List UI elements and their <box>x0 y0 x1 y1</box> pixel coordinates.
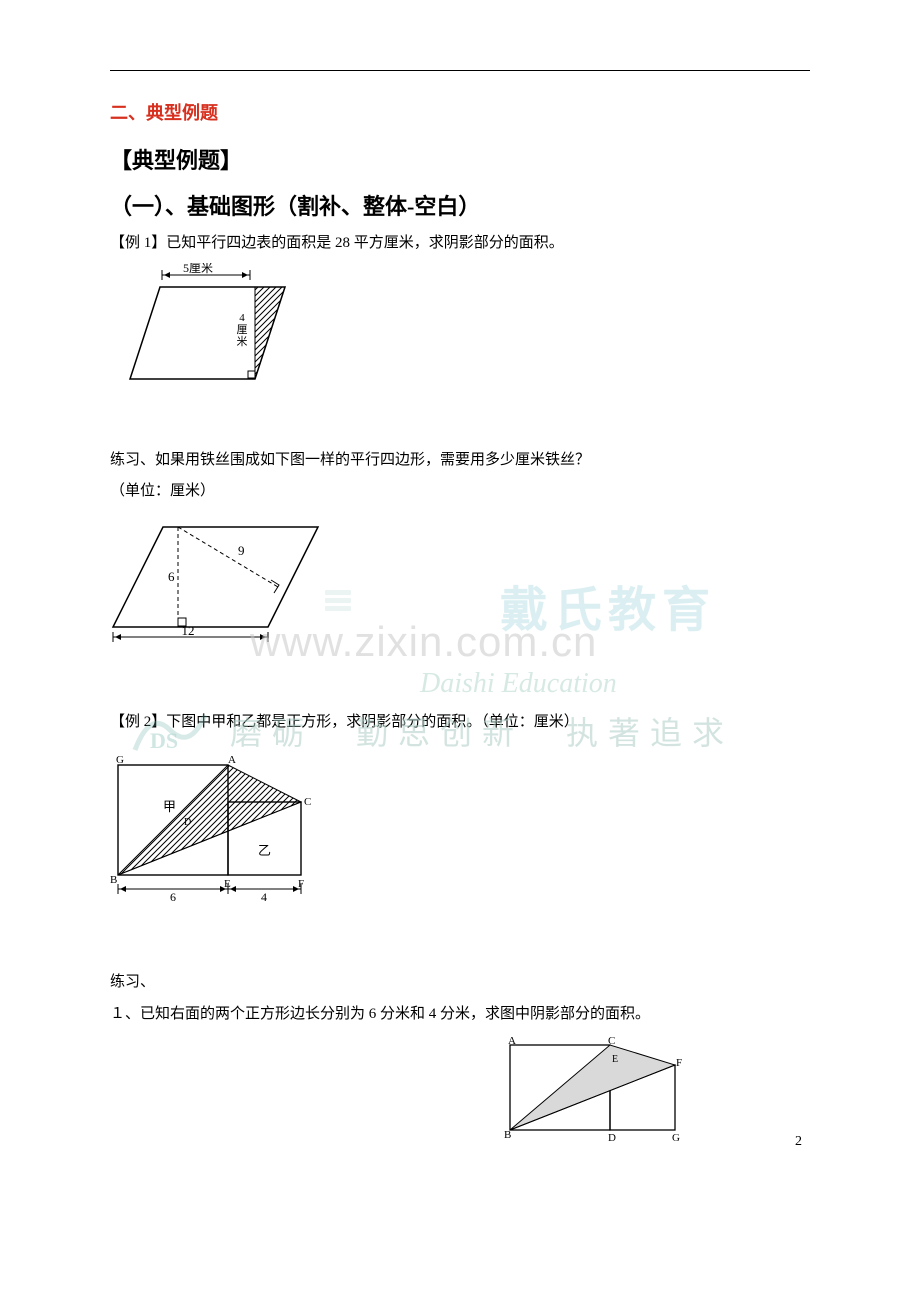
page-number: 2 <box>795 1134 802 1150</box>
practice-2-figure: A C E F B D G <box>500 1035 700 1150</box>
b12-label: 12 <box>182 623 195 638</box>
practice-2-heading: 练习、 <box>110 970 810 996</box>
svg-text:G: G <box>672 1132 680 1144</box>
example-1-text: 【例 1】已知平行四边表的面积是 28 平方厘米，求阴影部分的面积。 <box>110 231 810 257</box>
svg-text:A: A <box>228 755 236 766</box>
two-squares2-icon: A C E F B D G <box>500 1035 700 1145</box>
svg-text:B: B <box>110 874 117 886</box>
svg-text:F: F <box>676 1057 682 1069</box>
heading-bracket: 【典型例题】 <box>110 143 810 175</box>
svg-text:D: D <box>608 1132 616 1144</box>
svg-text:C: C <box>304 796 311 808</box>
dim6-label: 6 <box>170 890 176 904</box>
h4-label: 4 <box>239 312 245 324</box>
dim4-label: 4 <box>261 890 267 904</box>
svg-text:G: G <box>116 755 124 766</box>
example-2-text: 【例 2】下图中甲和乙都是正方形，求阴影部分的面积。（单位：厘米） <box>110 710 810 736</box>
practice-1-figure: 6 9 12 <box>108 517 810 652</box>
big-square-label: 甲 <box>163 799 176 814</box>
h6-label: 6 <box>168 569 175 584</box>
practice-1-text: 练习、如果用铁丝围成如下图一样的平行四边形，需要用多少厘米铁丝？ <box>110 448 810 474</box>
svg-text:米: 米 <box>237 335 248 348</box>
two-squares-icon: G A C B E F 甲 乙 D 6 4 <box>108 755 328 915</box>
practice-2-item: １、已知右面的两个正方形边长分别为 6 分米和 4 分米，求图中阴影部分的面积。 <box>110 1002 810 1028</box>
parallelogram2-icon: 6 9 12 <box>108 517 328 647</box>
small-square-label: 乙 <box>258 843 271 858</box>
svg-text:厘: 厘 <box>237 324 248 336</box>
svg-text:A: A <box>508 1035 516 1047</box>
svg-text:E: E <box>612 1054 618 1065</box>
svg-text:B: B <box>504 1129 511 1141</box>
example-2-figure: G A C B E F 甲 乙 D 6 4 <box>108 755 810 920</box>
svg-text:C: C <box>608 1035 615 1047</box>
section-label: 二、典型例题 <box>110 99 810 125</box>
top-rule <box>110 70 810 71</box>
top-dim-label: 5厘米 <box>183 263 213 275</box>
s9-label: 9 <box>238 543 245 558</box>
sub-heading: （一）、基础图形（割补、整体-空白） <box>110 189 810 221</box>
example-1-figure: 5厘米 4 厘 米 <box>120 263 810 398</box>
practice-1-unit: （单位：厘米） <box>110 479 810 505</box>
svg-text:D: D <box>184 817 191 828</box>
document-page: 二、典型例题 【典型例题】 （一）、基础图形（割补、整体-空白） 【例 1】已知… <box>0 0 920 1190</box>
parallelogram-icon: 5厘米 4 厘 米 <box>120 263 350 393</box>
